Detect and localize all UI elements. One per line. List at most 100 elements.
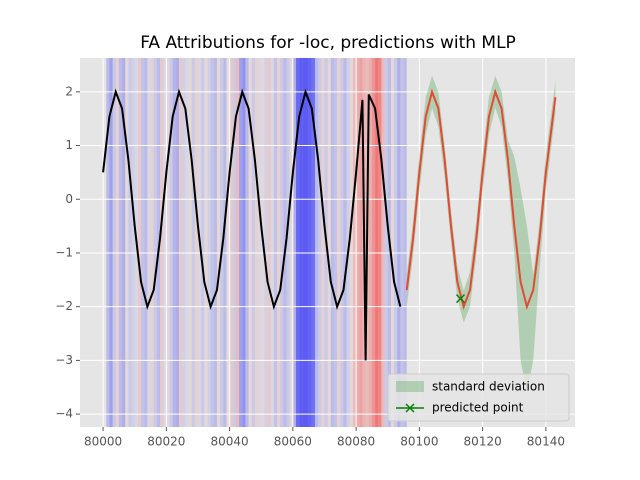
y-tick-label: 1	[65, 138, 73, 152]
plot-area	[80, 58, 575, 427]
attribution-stripe	[267, 58, 271, 427]
attribution-stripe	[346, 58, 350, 427]
attribution-stripe	[188, 58, 192, 427]
attribution-stripe	[156, 58, 161, 427]
x-tick-label: 80020	[147, 435, 185, 449]
attribution-stripe	[381, 58, 385, 427]
attribution-stripe	[337, 58, 341, 427]
attribution-stripe	[359, 58, 363, 427]
attribution-stripe	[280, 58, 284, 427]
attribution-stripe	[153, 58, 157, 427]
attribution-stripe	[270, 58, 274, 427]
attribution-stripe	[125, 58, 129, 427]
attribution-stripe	[131, 58, 135, 427]
attribution-stripe	[283, 58, 287, 427]
attribution-stripe	[321, 58, 325, 427]
legend-marker	[405, 403, 415, 413]
attribution-stripe	[207, 58, 211, 427]
x-tick-label: 80000	[84, 435, 122, 449]
attribution-stripe	[333, 58, 338, 427]
attribution-stripe	[343, 58, 347, 427]
attribution-stripe	[235, 58, 240, 427]
attribution-stripe	[220, 58, 224, 427]
x-tick-label: 80100	[400, 435, 438, 449]
attribution-stripe	[175, 58, 179, 427]
attribution-stripe	[229, 58, 233, 427]
attribution-stripe	[315, 58, 319, 427]
attribution-stripe	[299, 58, 303, 427]
attribution-stripe	[371, 58, 376, 427]
attribution-stripe	[122, 58, 126, 427]
attribution-stripe	[160, 58, 164, 427]
attribution-stripe	[330, 58, 334, 427]
attribution-stripe	[109, 58, 113, 427]
predicted-point	[455, 294, 466, 304]
attribution-stripe	[403, 58, 407, 427]
x-tick-label: 80120	[464, 435, 502, 449]
attribution-stripe	[368, 58, 372, 427]
attribution-stripe	[378, 58, 382, 427]
attribution-stripe	[254, 58, 259, 427]
attribution-stripe	[242, 58, 246, 427]
attribution-stripe	[169, 58, 173, 427]
attribution-stripe	[216, 58, 221, 427]
attribution-stripe	[128, 58, 132, 427]
attribution-stripe	[400, 58, 404, 427]
attribution-stripe	[232, 58, 236, 427]
attribution-stripe	[394, 58, 398, 427]
attribution-stripe	[352, 58, 357, 427]
attribution-stripe	[150, 58, 154, 427]
attribution-stripe	[384, 58, 388, 427]
attribution-stripe	[115, 58, 119, 427]
attribution-stripe	[273, 58, 278, 427]
attribution-stripe	[311, 58, 316, 427]
attribution-stripe	[201, 58, 205, 427]
attribution-stripe	[144, 58, 148, 427]
attribution-stripe	[356, 58, 360, 427]
line	[405, 88, 557, 310]
attribution-stripe	[305, 58, 309, 427]
y-tick-label: −3	[55, 353, 73, 367]
attribution-stripe	[292, 58, 297, 427]
x-tick-label: 80060	[274, 435, 312, 449]
x-tick-label: 80140	[527, 435, 565, 449]
attribution-stripe	[172, 58, 176, 427]
attribution-stripe	[106, 58, 110, 427]
attribution-stripe	[239, 58, 243, 427]
attribution-stripe	[147, 58, 151, 427]
attribution-stripe	[137, 58, 142, 427]
x-tick-label: 80040	[211, 435, 249, 449]
attribution-stripe	[251, 58, 255, 427]
chart-title: FA Attributions for -loc, predictions wi…	[140, 33, 516, 53]
attribution-stripe	[296, 58, 300, 427]
y-tick-label: −4	[55, 407, 73, 421]
attribution-stripe	[163, 58, 167, 427]
attribution-stripe	[340, 58, 344, 427]
y-tick-label: 0	[65, 192, 73, 206]
attribution-stripe	[210, 58, 214, 427]
line	[102, 88, 402, 361]
attribution-stripe	[185, 58, 189, 427]
attribution-stripe	[375, 58, 379, 427]
legend-label: predicted point	[432, 401, 524, 415]
y-tick-label: −2	[55, 299, 73, 313]
attribution-stripe	[118, 58, 123, 427]
attribution-stripe	[245, 58, 249, 427]
attribution-stripe	[277, 58, 281, 427]
attribution-stripe	[248, 58, 252, 427]
attribution-stripe	[112, 58, 116, 427]
attribution-stripe	[397, 58, 401, 427]
attribution-stripe	[194, 58, 198, 427]
attribution-stripe	[286, 58, 290, 427]
legend-label: standard deviation	[432, 380, 545, 394]
attribution-stripe	[302, 58, 306, 427]
attribution-stripe	[223, 58, 227, 427]
attribution-stripe	[349, 58, 353, 427]
y-tick-label: 2	[65, 84, 73, 98]
attribution-stripe	[182, 58, 186, 427]
attribution-stripe	[204, 58, 208, 427]
attribution-stripe	[289, 58, 293, 427]
legend-patch	[396, 381, 424, 392]
